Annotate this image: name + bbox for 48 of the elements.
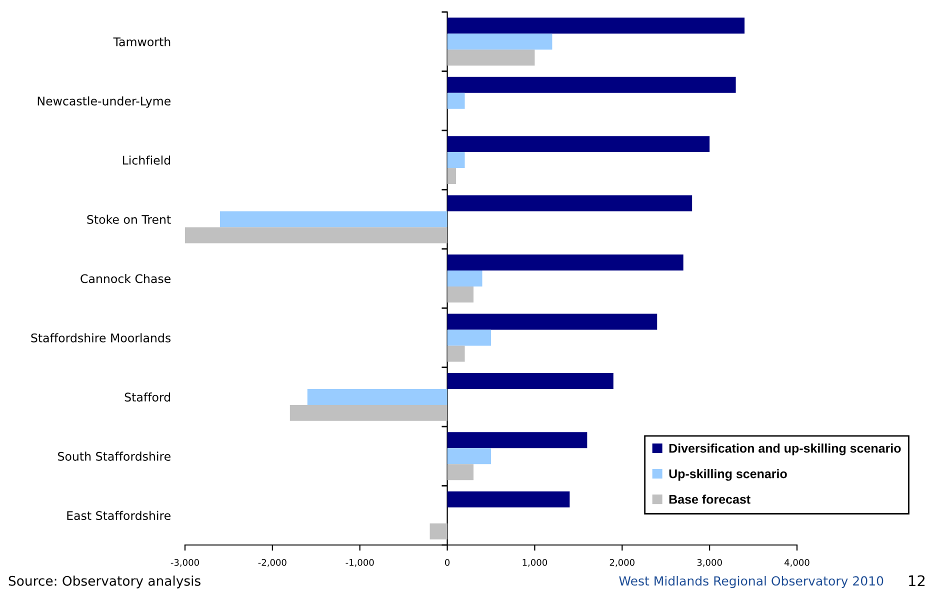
- bar: [447, 372, 614, 389]
- bar: [447, 346, 465, 362]
- x-tick-label: 3,000: [697, 559, 722, 567]
- y-tick-label: Newcastle-under-Lyme: [38, 96, 170, 108]
- y-tick-label: East Staffordshire: [67, 510, 170, 520]
- bar: [447, 448, 491, 464]
- x-tick-label: -3,000: [170, 559, 199, 567]
- bar: [447, 168, 456, 184]
- y-tick-label: South Staffordshire: [58, 452, 170, 461]
- bar: [447, 34, 552, 50]
- legend-label: Up-skilling scenario: [669, 469, 787, 481]
- y-tick-label: Cannock Chase: [80, 274, 170, 284]
- bar: [447, 432, 588, 448]
- bar: [447, 254, 684, 271]
- bar: [447, 491, 570, 508]
- y-tick-label: Tamworth: [113, 37, 170, 46]
- bar: [447, 330, 491, 346]
- x-tick-label: 1,000: [522, 559, 548, 567]
- bar: [290, 404, 448, 421]
- source-note: Source: Observatory analysis: [8, 576, 200, 588]
- y-tick-label: Stoke on Trent: [87, 214, 171, 224]
- bar: [447, 464, 474, 480]
- x-tick-label: -2,000: [258, 559, 286, 567]
- x-tick-label: 0: [445, 559, 450, 566]
- y-tick-label: Stafford: [124, 392, 170, 402]
- y-tick-label: Lichfield: [122, 156, 170, 165]
- bar: [220, 211, 448, 228]
- y-tick-label: Staffordshire Moorlands: [31, 333, 171, 342]
- bar: [307, 388, 448, 405]
- bar: [447, 18, 745, 34]
- bar: [447, 76, 736, 93]
- x-tick-label: 4,000: [784, 559, 810, 567]
- x-tick-label: -1,000: [346, 559, 374, 567]
- x-tick-label: 2,000: [610, 559, 634, 567]
- bar: [430, 523, 448, 540]
- bar: [185, 227, 448, 244]
- text: West Midlands Regional Observatory 2010: [619, 576, 884, 588]
- bar: [447, 195, 692, 212]
- bar: [447, 286, 474, 302]
- bar: [447, 136, 710, 152]
- text: 12: [909, 575, 925, 586]
- bar: [447, 92, 465, 109]
- bar: [447, 152, 465, 168]
- legend-label: Diversification and up-skilling scenario: [669, 444, 901, 456]
- bar: [447, 314, 658, 330]
- bar: [447, 270, 482, 286]
- bar: [447, 50, 535, 66]
- legend-label: Base forecast: [669, 494, 750, 504]
